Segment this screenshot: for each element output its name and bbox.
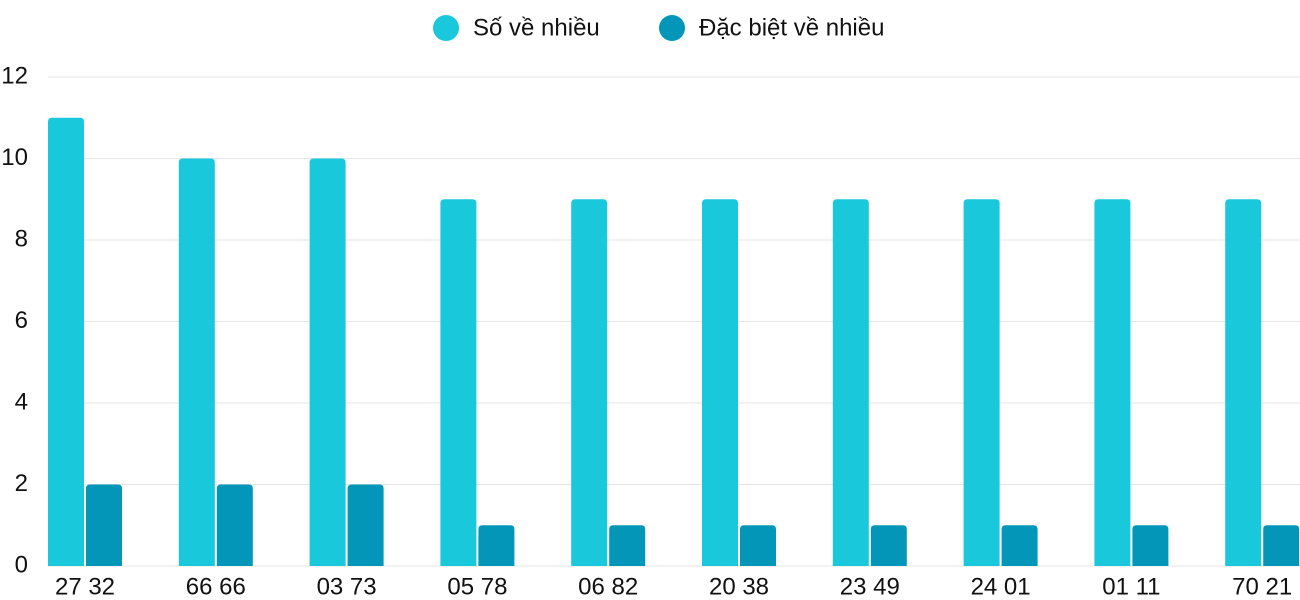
bar [440, 199, 477, 566]
legend-label: Số về nhiều [473, 14, 600, 41]
y-tick-label: 6 [15, 307, 28, 334]
bar [347, 484, 384, 566]
x-tick-label: 20 38 [709, 573, 769, 600]
bar [1001, 525, 1038, 566]
legend-marker [433, 15, 459, 41]
bar [216, 484, 253, 566]
x-tick-label: 70 21 [1232, 573, 1292, 600]
y-tick-label: 8 [15, 225, 28, 252]
bar [309, 158, 346, 566]
x-tick-label: 23 49 [840, 573, 900, 600]
bar [1094, 199, 1131, 566]
bar [48, 117, 84, 566]
bar [571, 199, 608, 566]
bar [702, 199, 738, 566]
bar [870, 525, 907, 566]
x-tick-label: 66 66 [186, 573, 246, 600]
legend-marker [659, 15, 685, 41]
y-tick-label: 10 [1, 144, 28, 171]
y-tick-label: 0 [15, 551, 28, 578]
bar [478, 525, 515, 566]
legend-label: Đặc biệt về nhiều [699, 14, 884, 41]
x-tick-label: 03 73 [317, 573, 377, 600]
bar [609, 525, 646, 566]
x-tick-label: 27 32 [55, 573, 115, 600]
bar [178, 158, 215, 566]
x-tick-label: 06 82 [578, 573, 638, 600]
bar [832, 199, 869, 566]
bar [1132, 525, 1169, 566]
bar [1225, 199, 1262, 566]
y-tick-label: 4 [15, 388, 28, 415]
bar [740, 525, 776, 566]
y-tick-label: 12 [1, 62, 28, 89]
bar [1263, 525, 1300, 566]
bar [86, 484, 122, 566]
x-tick-label: 24 01 [971, 573, 1031, 600]
x-tick-label: 01 11 [1102, 573, 1160, 600]
y-tick-label: 2 [15, 470, 28, 497]
bar [963, 199, 1000, 566]
x-tick-label: 05 78 [447, 573, 507, 600]
